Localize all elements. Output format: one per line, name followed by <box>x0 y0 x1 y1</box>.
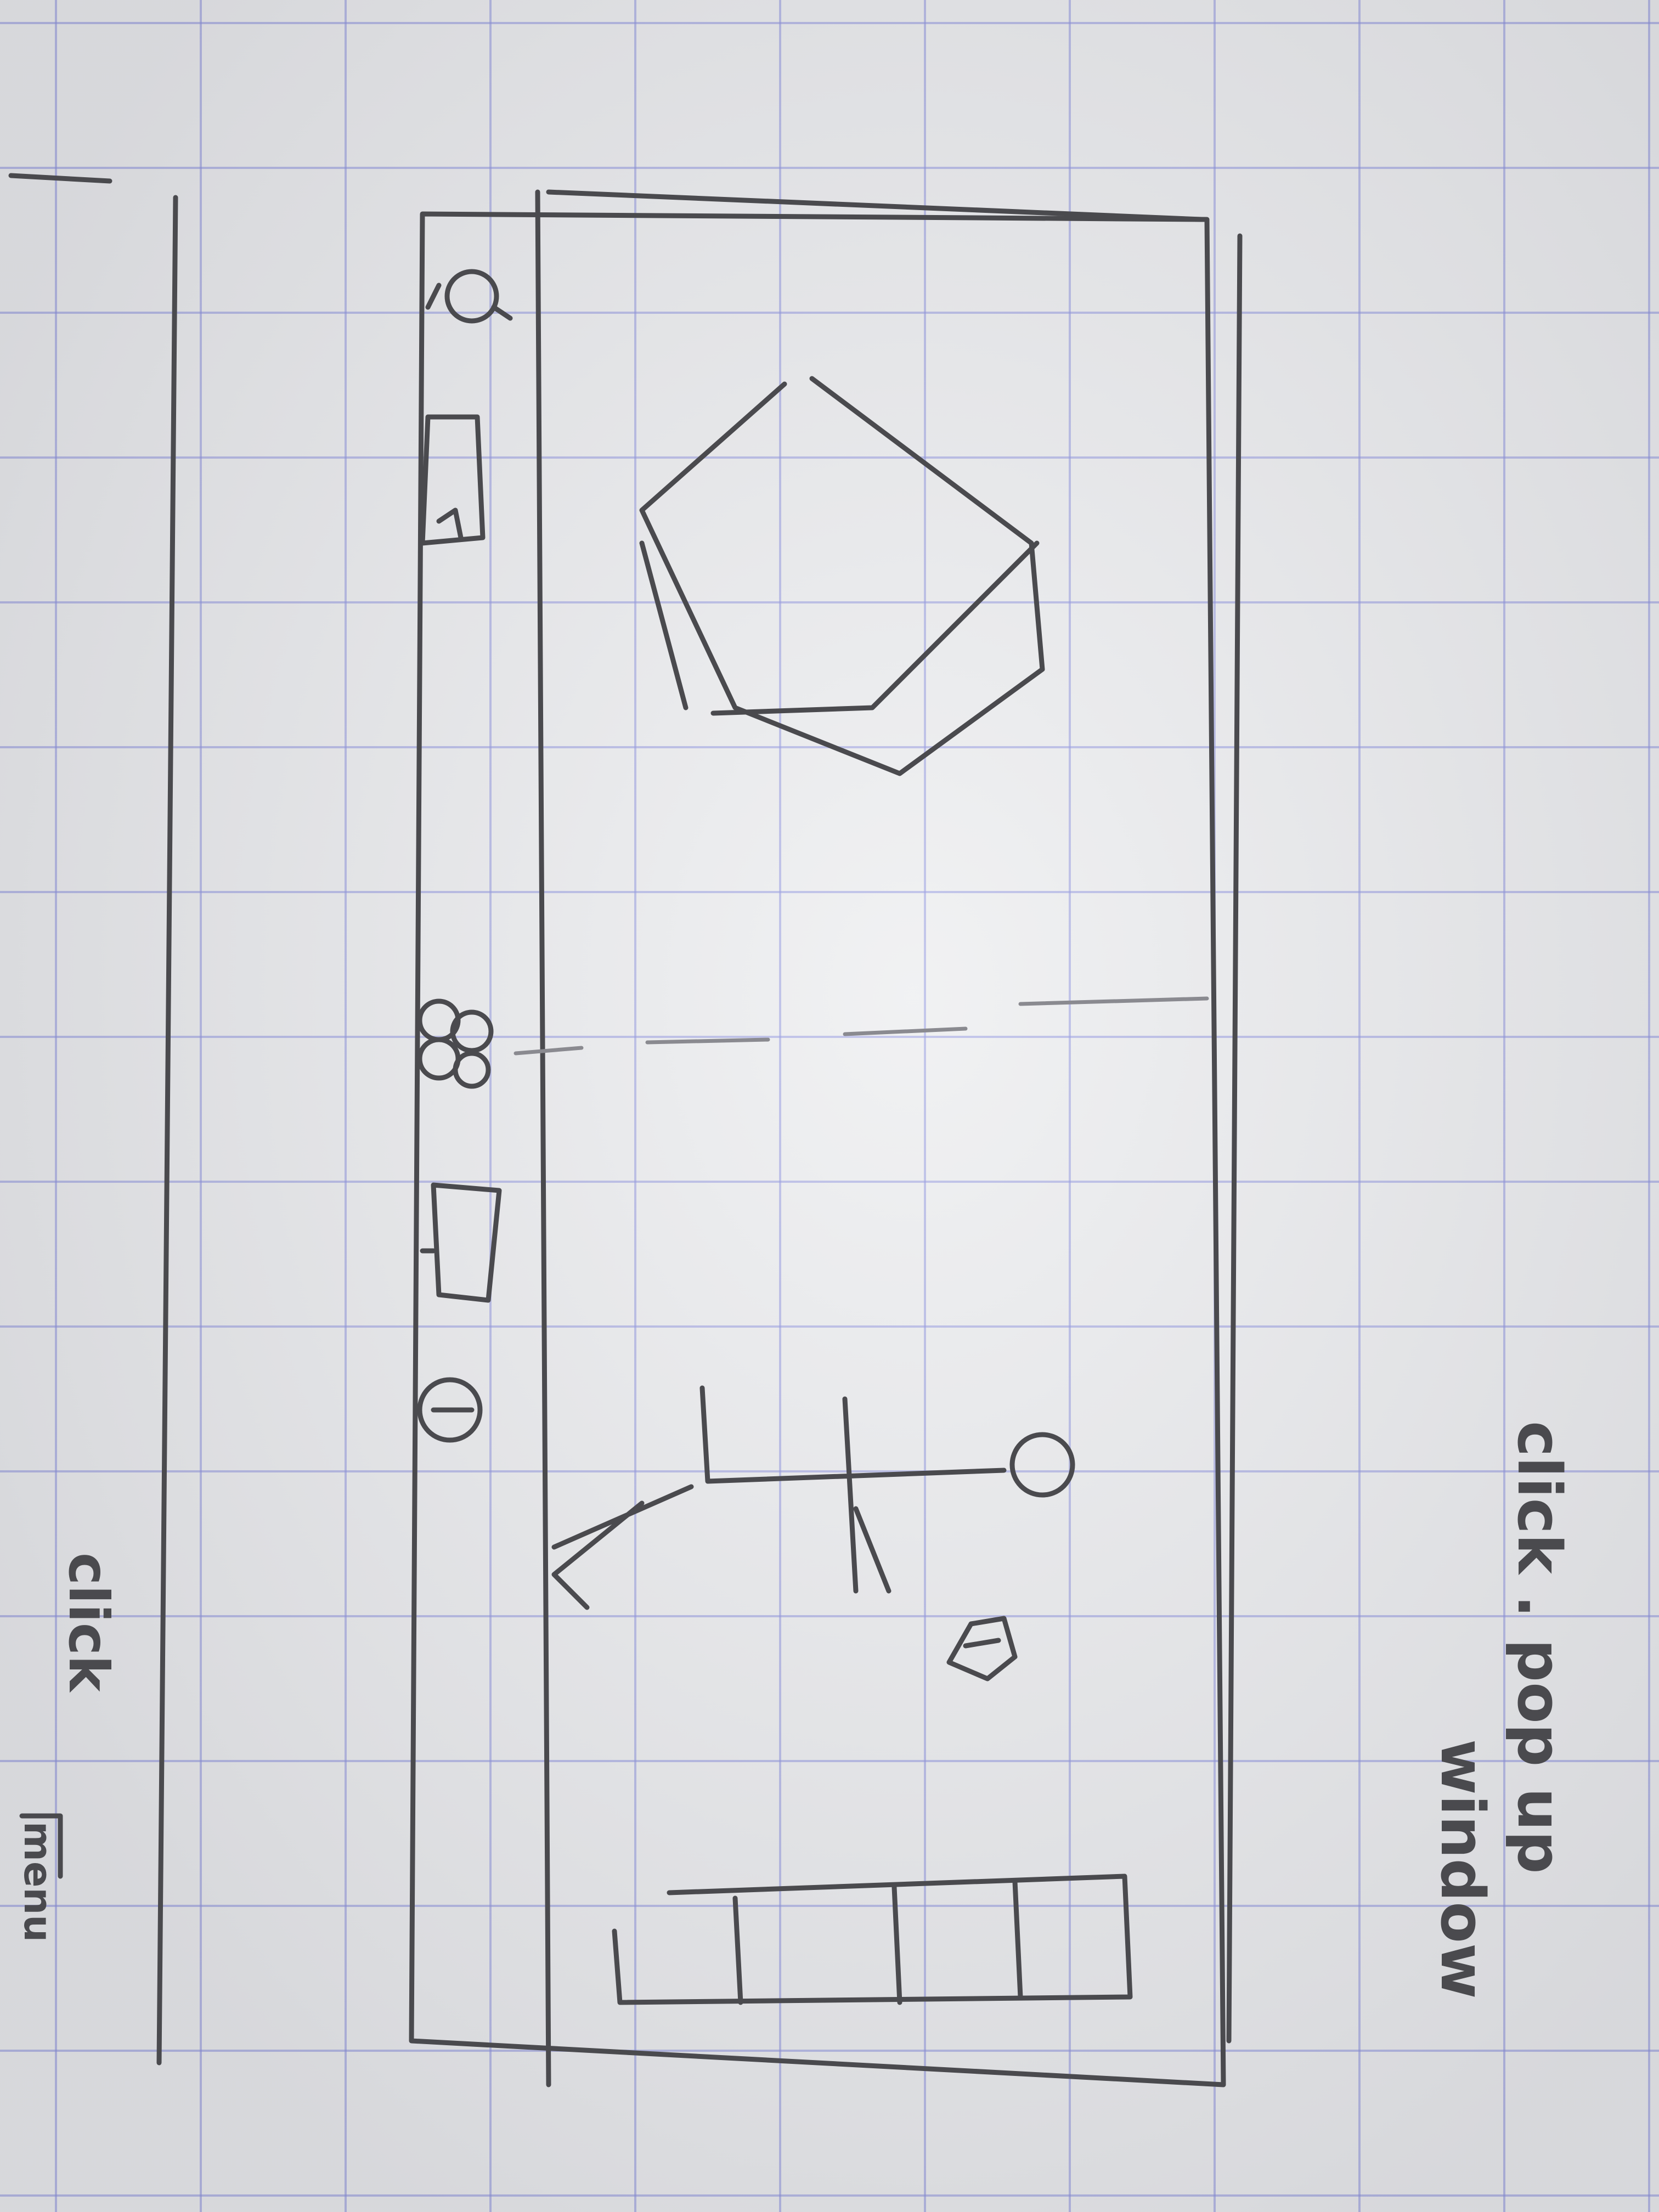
cake-icon <box>417 1377 483 1443</box>
top-note-line1: click . pop up <box>1504 1421 1575 1874</box>
cube-icon <box>639 376 1045 776</box>
stick-figure-icon <box>551 1385 1075 1610</box>
panel-toolbar-right <box>546 189 1204 222</box>
top-note-line2: window <box>1427 1739 1498 1999</box>
hanger-icon <box>420 1182 502 1303</box>
corner-note: menu <box>15 1821 60 1943</box>
flower-icon <box>417 998 494 1089</box>
person-icon <box>425 269 513 324</box>
tshirt-icon <box>420 414 486 546</box>
panel-toolbar-left <box>535 189 551 2087</box>
panel-outline <box>409 211 1226 2087</box>
dashed-divider <box>514 996 1209 1056</box>
outer-frame-right-line <box>1226 233 1243 2044</box>
left-note: click <box>57 1553 121 1692</box>
small-cube-icon <box>946 1616 1018 1681</box>
shelf-icon <box>612 1874 1133 2005</box>
outer-frame-top-line <box>8 173 112 184</box>
outer-frame-left-line <box>156 195 178 2066</box>
corner-note-box <box>19 1813 63 1879</box>
